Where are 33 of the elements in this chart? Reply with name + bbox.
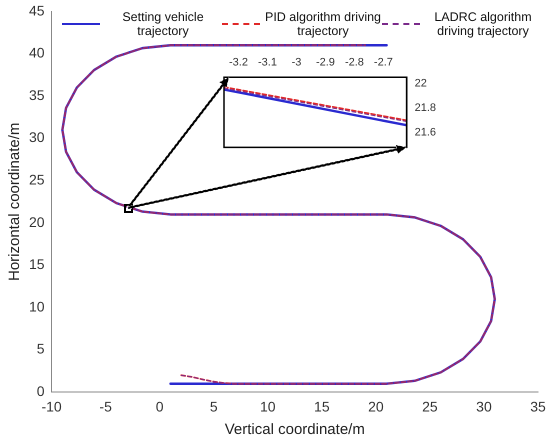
y-axis-title: Horizontal coordinate/m — [6, 122, 24, 282]
x-tick-label: 0 — [156, 398, 164, 414]
x-tick-label: -3.2 — [229, 56, 248, 69]
legend-label: Setting vehicle trajectory — [121, 10, 205, 38]
y-tick-label: 5 — [36, 340, 45, 357]
x-tick-label: 35 — [530, 398, 546, 414]
x-tick-label: 10 — [260, 398, 276, 414]
y-tick-label: 25 — [28, 172, 45, 188]
x-tick-label: -2.7 — [374, 56, 393, 69]
y-tick-label: 21.8 — [414, 102, 436, 114]
x-tick-label: -2.9 — [316, 56, 335, 69]
y-tick-label: 21.6 — [414, 126, 436, 139]
x-tick-label: -2.8 — [344, 56, 364, 69]
y-tick-label: 0 — [36, 383, 45, 400]
x-tick-label: -10 — [41, 398, 62, 414]
y-tick-label: 20 — [28, 214, 45, 230]
x-tick-label: 30 — [476, 398, 492, 414]
x-tick-label: -3.1 — [258, 56, 277, 69]
x-tick-label: 20 — [368, 398, 384, 414]
y-tick-label: 40 — [28, 44, 45, 61]
x-tick-label: 5 — [210, 398, 218, 414]
y-tick-label: 45 — [28, 2, 45, 18]
x-tick-label: -3 — [292, 56, 302, 69]
y-tick-label: 30 — [28, 129, 45, 146]
y-tick-label: 35 — [28, 86, 45, 103]
y-tick-label: 22 — [414, 77, 427, 90]
x-tick-label: 15 — [314, 398, 330, 414]
legend-label: LADRC algorithm driving trajectory — [433, 10, 533, 38]
x-tick-label: -5 — [99, 398, 112, 414]
y-tick-label: 15 — [28, 256, 45, 272]
y-tick-label: 10 — [28, 298, 45, 314]
legend-label: PID algorithm driving trajectory — [264, 10, 382, 38]
x-axis-title: Vertical coordinate/m — [224, 421, 365, 438]
